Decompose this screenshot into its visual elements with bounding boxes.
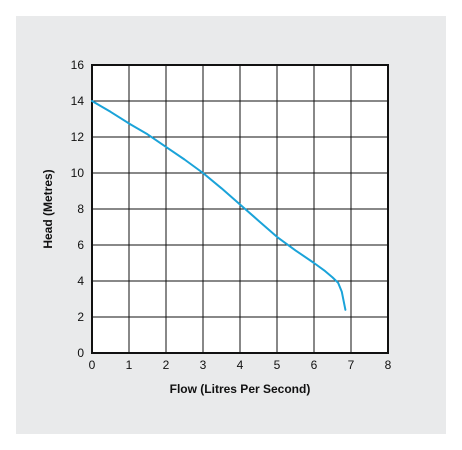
x-tick-label: 2 [163, 358, 170, 372]
y-tick-label: 12 [71, 130, 85, 144]
x-tick-label: 3 [200, 358, 207, 372]
x-tick-label: 6 [311, 358, 318, 372]
y-tick-label: 14 [71, 94, 85, 108]
y-tick-label: 6 [77, 238, 84, 252]
y-tick-label: 10 [71, 166, 85, 180]
x-tick-label: 8 [385, 358, 392, 372]
y-tick-label: 0 [77, 346, 84, 360]
x-tick-label: 4 [237, 358, 244, 372]
series-line [91, 100, 347, 311]
y-tick-label: 4 [77, 274, 84, 288]
x-tick-label: 1 [126, 358, 133, 372]
x-axis-ticks: 0 1 2 3 4 5 6 7 8 [89, 358, 392, 372]
x-tick-label: 0 [89, 358, 96, 372]
x-tick-label: 5 [274, 358, 281, 372]
y-tick-label: 16 [71, 58, 85, 72]
y-tick-label: 8 [77, 202, 84, 216]
x-axis-title: Flow (Litres Per Second) [170, 382, 311, 396]
y-axis-title: Head (Metres) [41, 169, 55, 248]
y-axis-ticks: 0 2 4 6 8 10 12 14 16 [71, 58, 85, 360]
x-tick-label: 7 [348, 358, 355, 372]
y-tick-label: 2 [77, 310, 84, 324]
plot-frame [91, 64, 389, 354]
